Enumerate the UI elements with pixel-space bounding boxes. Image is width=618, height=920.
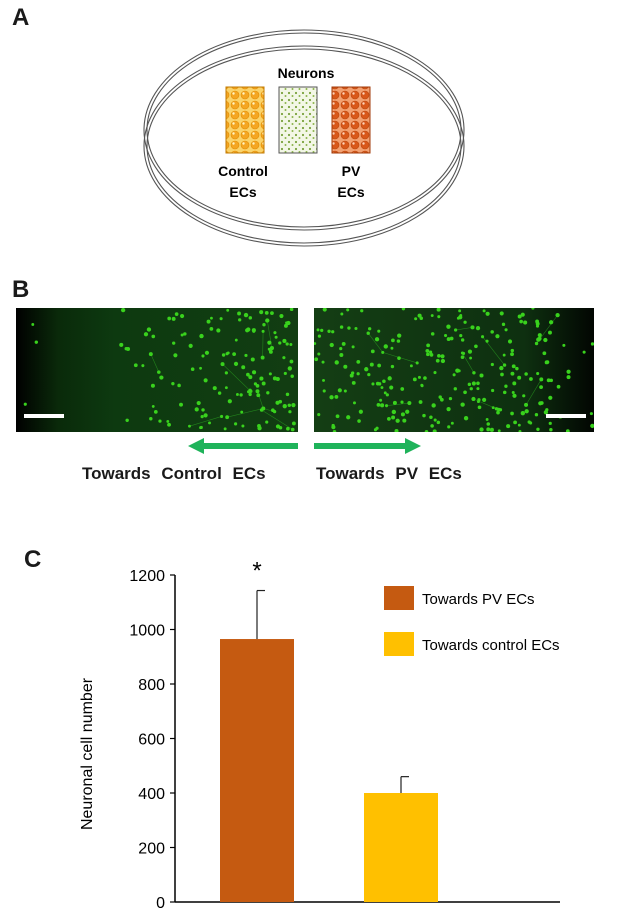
pv-ecs-label-1: PV [342,163,361,179]
y-tick-label-6: 1200 [129,568,165,585]
bar-0 [220,639,294,902]
y-tick-label-5: 1000 [129,623,165,640]
towards-pv-label: Towards PV ECs [316,464,462,484]
control-ecs-chamber [226,87,264,153]
micrograph-left [16,308,298,432]
error-bar-0 [257,591,265,640]
control-ecs-label-1: Control [218,163,268,179]
significance-marker: * [252,558,261,585]
legend-label-1: Towards control ECs [422,637,560,654]
neurons-label: Neurons [278,65,335,81]
legend-label-0: Towards PV ECs [422,591,535,608]
micrograph-right [314,308,594,432]
legend-swatch-1 [384,632,414,656]
legend-swatch-0 [384,586,414,610]
pv-ecs-label-2: ECs [337,184,364,200]
y-axis-label: Neuronal cell number [79,677,96,830]
panel-label-b: B [12,276,29,304]
scale-bar-right [546,414,586,418]
bar-chart: Neuronal cell number 0 200 400 600 800 1000 12… [0,540,618,920]
arrow-left [188,438,298,454]
arrow-right [314,438,421,454]
y-tick-label-2: 400 [138,786,165,803]
error-bar-1 [401,777,409,793]
legend: Towards PV ECs Towards control ECs [384,586,560,656]
bar-1 [364,793,438,902]
pv-ecs-chamber [332,87,370,153]
y-tick-label-4: 800 [138,677,165,694]
neurons-chamber [279,87,317,153]
petri-dish-diagram: Neurons Control ECs PV ECs [0,0,618,290]
scale-bar-left [24,414,64,418]
control-ecs-label-2: ECs [229,184,256,200]
y-axis: 0 200 400 600 800 1000 1200 [129,568,560,912]
y-tick-label-3: 600 [138,732,165,749]
y-tick-label-1: 200 [138,841,165,858]
direction-arrows [0,432,618,462]
towards-control-label: Towards Control ECs [82,464,266,484]
y-tick-label-0: 0 [156,895,165,912]
